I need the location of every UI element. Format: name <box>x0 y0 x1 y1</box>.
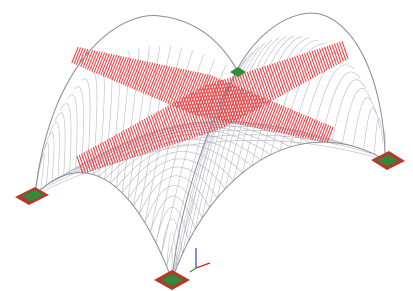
page: (() => { const data = JSON.parse(documen… <box>0 0 413 291</box>
shell-render <box>0 0 413 291</box>
